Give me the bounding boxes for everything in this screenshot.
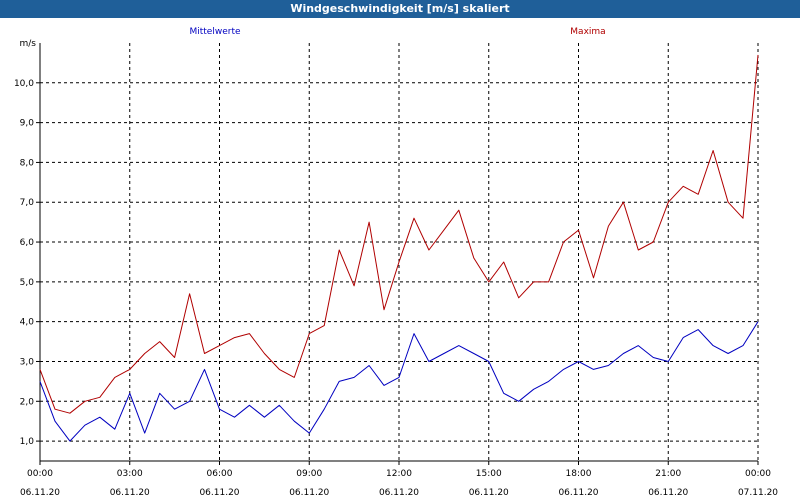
x-tick-time: 03:00 xyxy=(117,469,143,479)
x-tick-time: 18:00 xyxy=(566,469,592,479)
y-tick-label: 5,0 xyxy=(20,278,35,288)
y-tick-label: 1,0 xyxy=(20,437,35,447)
x-tick-date: 06.11.20 xyxy=(199,488,239,498)
x-tick-time: 15:00 xyxy=(476,469,502,479)
x-tick-date: 06.11.20 xyxy=(558,488,598,498)
x-tick-time: 00:00 xyxy=(745,469,771,479)
y-tick-label: 2,0 xyxy=(20,397,35,407)
x-tick-date: 06.11.20 xyxy=(110,488,150,498)
y-axis-label: m/s xyxy=(20,39,37,49)
y-tick-label: 4,0 xyxy=(20,318,35,328)
axes xyxy=(36,43,759,465)
series-line-maxima xyxy=(39,54,759,414)
x-tick-time: 21:00 xyxy=(655,469,681,479)
x-tick-time: 00:00 xyxy=(27,469,53,479)
y-tick-label: 7,0 xyxy=(20,198,35,208)
y-tick-label: 6,0 xyxy=(20,238,35,248)
legend-maxima: Maxima xyxy=(570,27,605,37)
series-layer xyxy=(39,54,759,442)
window-title: Windgeschwindigkeit [m/s] skaliert xyxy=(0,0,800,18)
y-tick-labels: 1,0 2,0 3,0 4,0 5,0 6,0 7,0 8,0 9,0 10,0 xyxy=(14,79,34,447)
x-tick-date: 06.11.20 xyxy=(469,488,509,498)
x-tick-time: 12:00 xyxy=(386,469,412,479)
x-tick-time: 09:00 xyxy=(296,469,322,479)
legend-mittelwerte: Mittelwerte xyxy=(189,27,240,37)
x-tick-date: 06.11.20 xyxy=(20,488,60,498)
wind-speed-chart: m/s Mittelwerte Maxima 00:00 06.11.20 03:0… xyxy=(0,18,800,500)
x-tick-time: 06:00 xyxy=(207,469,233,479)
x-tick-date: 06.11.20 xyxy=(648,488,688,498)
y-tick-label: 9,0 xyxy=(20,119,35,129)
x-tick-labels: 00:00 06.11.20 03:00 06.11.20 06:00 06.11.20 0… xyxy=(20,469,778,498)
y-tick-label: 3,0 xyxy=(20,357,35,367)
y-tick-label: 10,0 xyxy=(14,79,34,89)
x-tick-date: 06.11.20 xyxy=(379,488,419,498)
x-tick-date: 06.11.20 xyxy=(289,488,329,498)
x-tick-date: 07.11.20 xyxy=(738,488,778,498)
y-tick-label: 8,0 xyxy=(20,158,35,168)
series-line-mittelwerte xyxy=(39,321,759,442)
